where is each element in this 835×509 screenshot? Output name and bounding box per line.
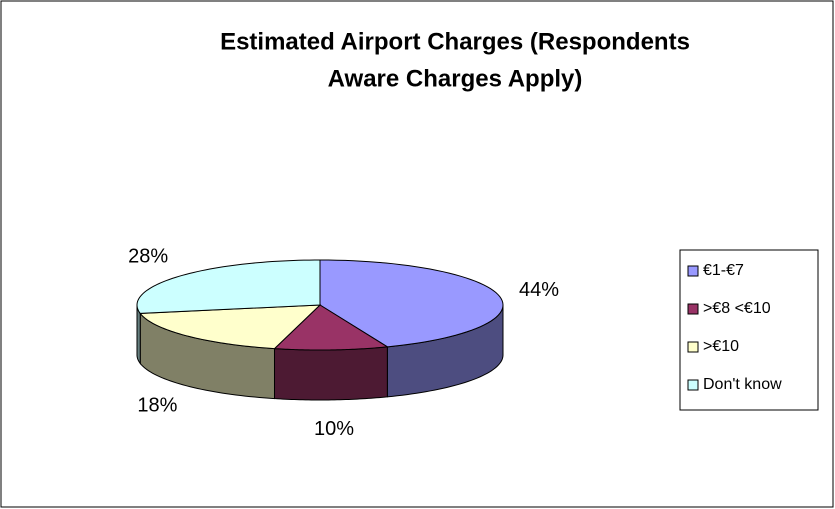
data-label: 18% bbox=[137, 395, 177, 417]
chart-title: Estimated Airport Charges (Respondents bbox=[220, 28, 690, 55]
slice bbox=[139, 304, 322, 350]
slice bbox=[136, 259, 321, 314]
slice bbox=[319, 259, 504, 348]
legend-swatch bbox=[687, 379, 699, 391]
data-label: 10% bbox=[314, 418, 354, 440]
legend-label: >€8 <€10 bbox=[703, 300, 771, 317]
legend-label: Don't know bbox=[703, 376, 782, 393]
slice-side bbox=[136, 304, 141, 365]
legend-box bbox=[679, 249, 819, 411]
slice bbox=[273, 304, 389, 351]
legend-swatch bbox=[687, 265, 699, 277]
chart-title: Aware Charges Apply) bbox=[328, 65, 583, 92]
data-label: 28% bbox=[128, 245, 168, 267]
slice-side bbox=[273, 346, 388, 401]
data-label: 44% bbox=[519, 279, 559, 301]
legend-label: €1-€7 bbox=[703, 262, 744, 279]
legend-swatch bbox=[687, 341, 699, 353]
legend-swatch bbox=[687, 303, 699, 315]
legend-label: >€10 bbox=[703, 338, 739, 355]
